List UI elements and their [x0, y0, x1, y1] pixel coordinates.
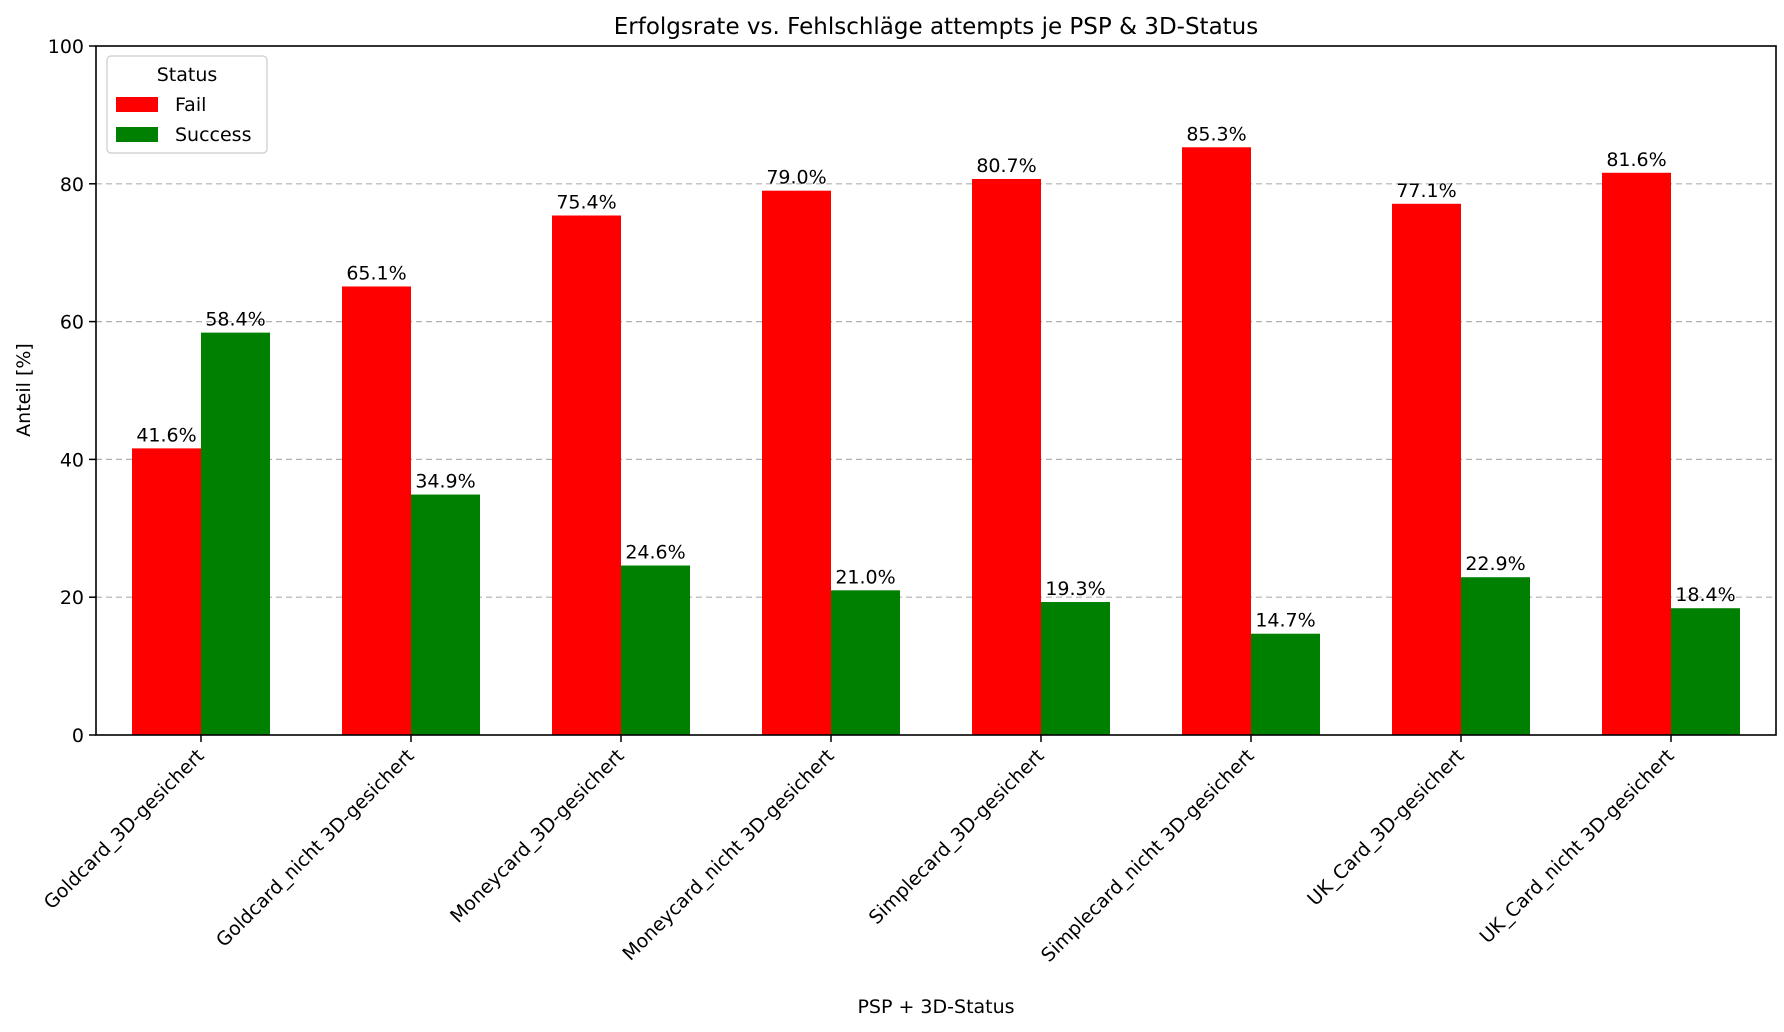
y-axis-label: Anteil [%]	[13, 343, 35, 437]
bar-fail	[132, 448, 201, 735]
y-tick-label: 80	[60, 174, 84, 196]
legend-label-fail: Fail	[175, 94, 206, 116]
bar-value-label-fail: 75.4%	[556, 191, 616, 213]
x-tick-label: Goldcard_3D-gesichert	[40, 745, 209, 914]
x-tick-label: Moneycard_3D-gesichert	[446, 745, 628, 927]
bars	[132, 147, 1740, 736]
bar-value-label-fail: 85.3%	[1186, 123, 1246, 145]
legend-swatch-fail	[116, 97, 158, 112]
legend-label-success: Success	[175, 124, 251, 146]
bar-value-label-fail: 65.1%	[346, 262, 406, 284]
bar-fail	[552, 215, 621, 735]
bar-value-label-fail: 77.1%	[1396, 180, 1456, 202]
bar-fail	[1182, 147, 1251, 735]
plot-frame	[95, 45, 1777, 736]
legend-title: Status	[157, 64, 218, 86]
bar-success	[201, 332, 270, 735]
x-tick-label: Goldcard_nicht 3D-gesichert	[212, 745, 419, 952]
bar-value-labels: 41.6% 58.4% 65.1% 34.9% 75.4% 24.6% 79.0% 21.0%…	[136, 123, 1735, 631]
chart-title: Erfolgsrate vs. Fehlschläge attempts je …	[614, 14, 1259, 40]
bar-success	[411, 494, 480, 735]
bar-success	[621, 565, 690, 735]
legend: Status Fail Success	[106, 55, 268, 154]
x-axis-label: PSP + 3D-Status	[857, 996, 1014, 1018]
bar-value-label-success: 34.9%	[415, 471, 475, 493]
y-tick-label: 20	[60, 587, 84, 609]
bar-value-label-fail: 79.0%	[766, 167, 826, 189]
bar-fail	[342, 286, 411, 735]
bar-value-label-success: 19.3%	[1045, 578, 1105, 600]
bar-fail	[762, 190, 831, 735]
y-tick-label: 0	[72, 725, 84, 747]
x-axis: Goldcard_3D-gesichert Goldcard_nicht 3D-g…	[40, 735, 1679, 966]
x-tick-label: Simplecard_3D-gesichert	[865, 745, 1049, 929]
x-tick-label: Simplecard_nicht 3D-gesichert	[1037, 745, 1259, 967]
bar-value-label-success: 24.6%	[625, 542, 685, 564]
bar-success	[831, 590, 900, 735]
bar-value-label-fail: 81.6%	[1606, 149, 1666, 171]
bar-success	[1461, 577, 1530, 735]
bar-fail	[1602, 172, 1671, 735]
x-tick-label: Moneycard_nicht 3D-gesichert	[618, 745, 838, 965]
y-tick-label: 60	[60, 312, 84, 334]
bar-success	[1251, 633, 1320, 735]
bar-value-label-fail: 80.7%	[976, 155, 1036, 177]
y-tick-label: 40	[60, 449, 84, 471]
y-axis: 0 20 40 60 80 100	[48, 36, 96, 747]
bar-success	[1041, 602, 1110, 735]
bar-value-label-success: 58.4%	[205, 309, 265, 331]
x-tick-label: UK_Card_3D-gesichert	[1303, 745, 1468, 910]
y-tick-label: 100	[48, 36, 84, 58]
bar-fail	[972, 178, 1041, 736]
bar-value-label-fail: 41.6%	[136, 424, 196, 446]
bar-value-label-success: 21.0%	[835, 566, 895, 588]
bar-value-label-success: 14.7%	[1255, 610, 1315, 632]
x-tick-label: UK_Card_nicht 3D-gesichert	[1476, 745, 1679, 948]
bar-value-label-success: 18.4%	[1675, 584, 1735, 606]
bar-success	[1671, 608, 1740, 735]
bar-value-label-success: 22.9%	[1465, 553, 1525, 575]
bar-fail	[1392, 203, 1461, 735]
legend-swatch-success	[116, 127, 158, 142]
